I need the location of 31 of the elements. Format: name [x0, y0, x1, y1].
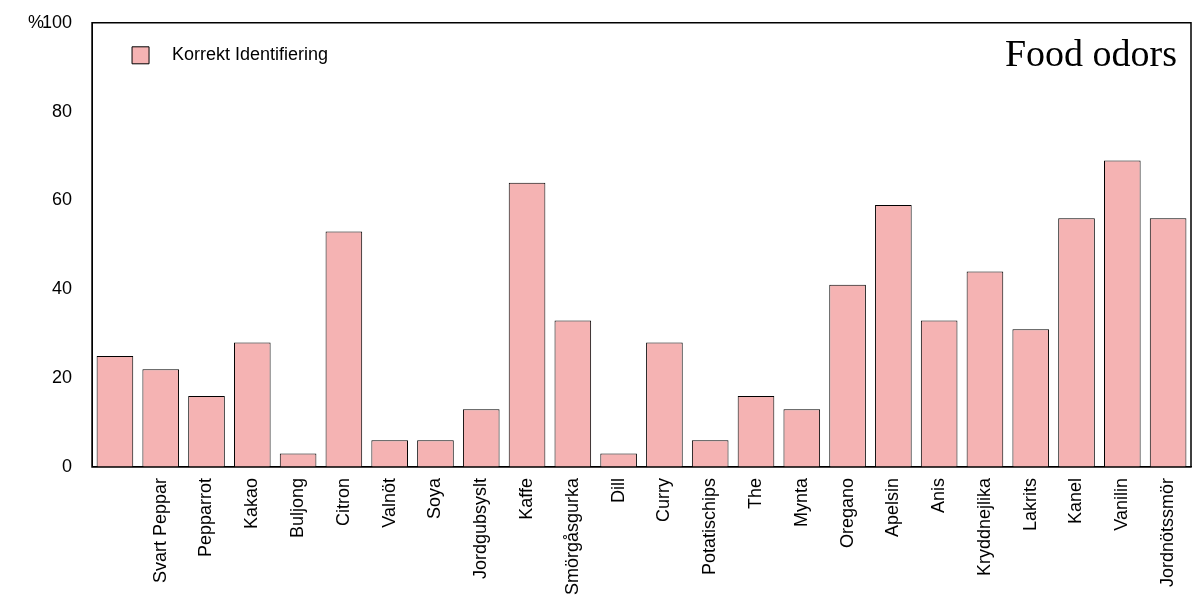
x-tick-label: Buljong	[287, 477, 308, 538]
chart-title: Food odors	[1004, 31, 1177, 74]
y-tick-label: 60	[52, 189, 73, 210]
x-tick-label: Jordnötssmör	[1157, 477, 1178, 587]
x-tick-label: Anis	[928, 477, 949, 513]
legend-label: Korrekt Identifiering	[172, 43, 329, 64]
x-tick-label: The	[744, 477, 765, 509]
x-tick-label: Dill	[607, 477, 628, 503]
x-tick-label: Soya	[424, 476, 445, 519]
x-tick-label: Kryddnejlika	[973, 476, 994, 577]
y-axis-title: %	[28, 11, 45, 32]
x-tick-label: Kanel	[1065, 477, 1086, 524]
x-tick-label: Mynta	[790, 476, 811, 527]
x-tick-label: Svart Peppar	[149, 477, 170, 584]
y-tick-label: 40	[52, 278, 73, 299]
x-tick-label: Oregano	[836, 477, 857, 549]
x-tick-label: Kakao	[241, 477, 262, 529]
x-tick-label: Curry	[653, 477, 674, 522]
x-tick-label: Lakrits	[1019, 477, 1040, 531]
y-tick-label: 80	[52, 100, 73, 121]
x-tick-label: Kaffe	[516, 477, 537, 520]
x-tick-label: Jordgubsyslt	[470, 477, 491, 580]
x-tick-label: Valnöt	[378, 477, 399, 528]
x-tick-label: Potatischips	[699, 477, 720, 576]
x-tick-label: Citron	[332, 477, 353, 526]
x-tick-label: Pepparrot	[195, 477, 216, 558]
x-tick-label: Apelsin	[882, 477, 903, 537]
x-tick-label: Smörgåsgurka	[561, 476, 582, 596]
x-tick-label: Vanilin	[1111, 477, 1132, 531]
y-tick-label: 20	[52, 367, 73, 388]
y-tick-label: 0	[62, 455, 73, 476]
